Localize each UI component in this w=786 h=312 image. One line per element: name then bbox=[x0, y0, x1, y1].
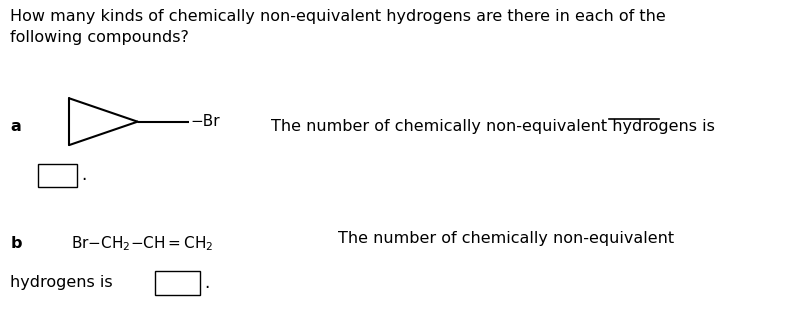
Text: The number of chemically non-equivalent hydrogens is: The number of chemically non-equivalent … bbox=[271, 119, 715, 134]
Text: b: b bbox=[10, 236, 22, 251]
Text: a: a bbox=[10, 119, 21, 134]
Text: −Br: −Br bbox=[190, 114, 220, 129]
Text: .: . bbox=[204, 274, 210, 292]
Text: The number of chemically non-equivalent: The number of chemically non-equivalent bbox=[338, 231, 674, 246]
Bar bbox=[155, 271, 200, 295]
Text: $\mathsf{Br{-}CH_2{-}CH{=}CH_2}$: $\mathsf{Br{-}CH_2{-}CH{=}CH_2}$ bbox=[71, 234, 213, 253]
Bar bbox=[38, 164, 77, 187]
Text: .: . bbox=[81, 167, 86, 184]
Text: hydrogens is: hydrogens is bbox=[10, 275, 113, 290]
Text: How many kinds of chemically non-equivalent hydrogens are there in each of the
f: How many kinds of chemically non-equival… bbox=[10, 9, 666, 45]
